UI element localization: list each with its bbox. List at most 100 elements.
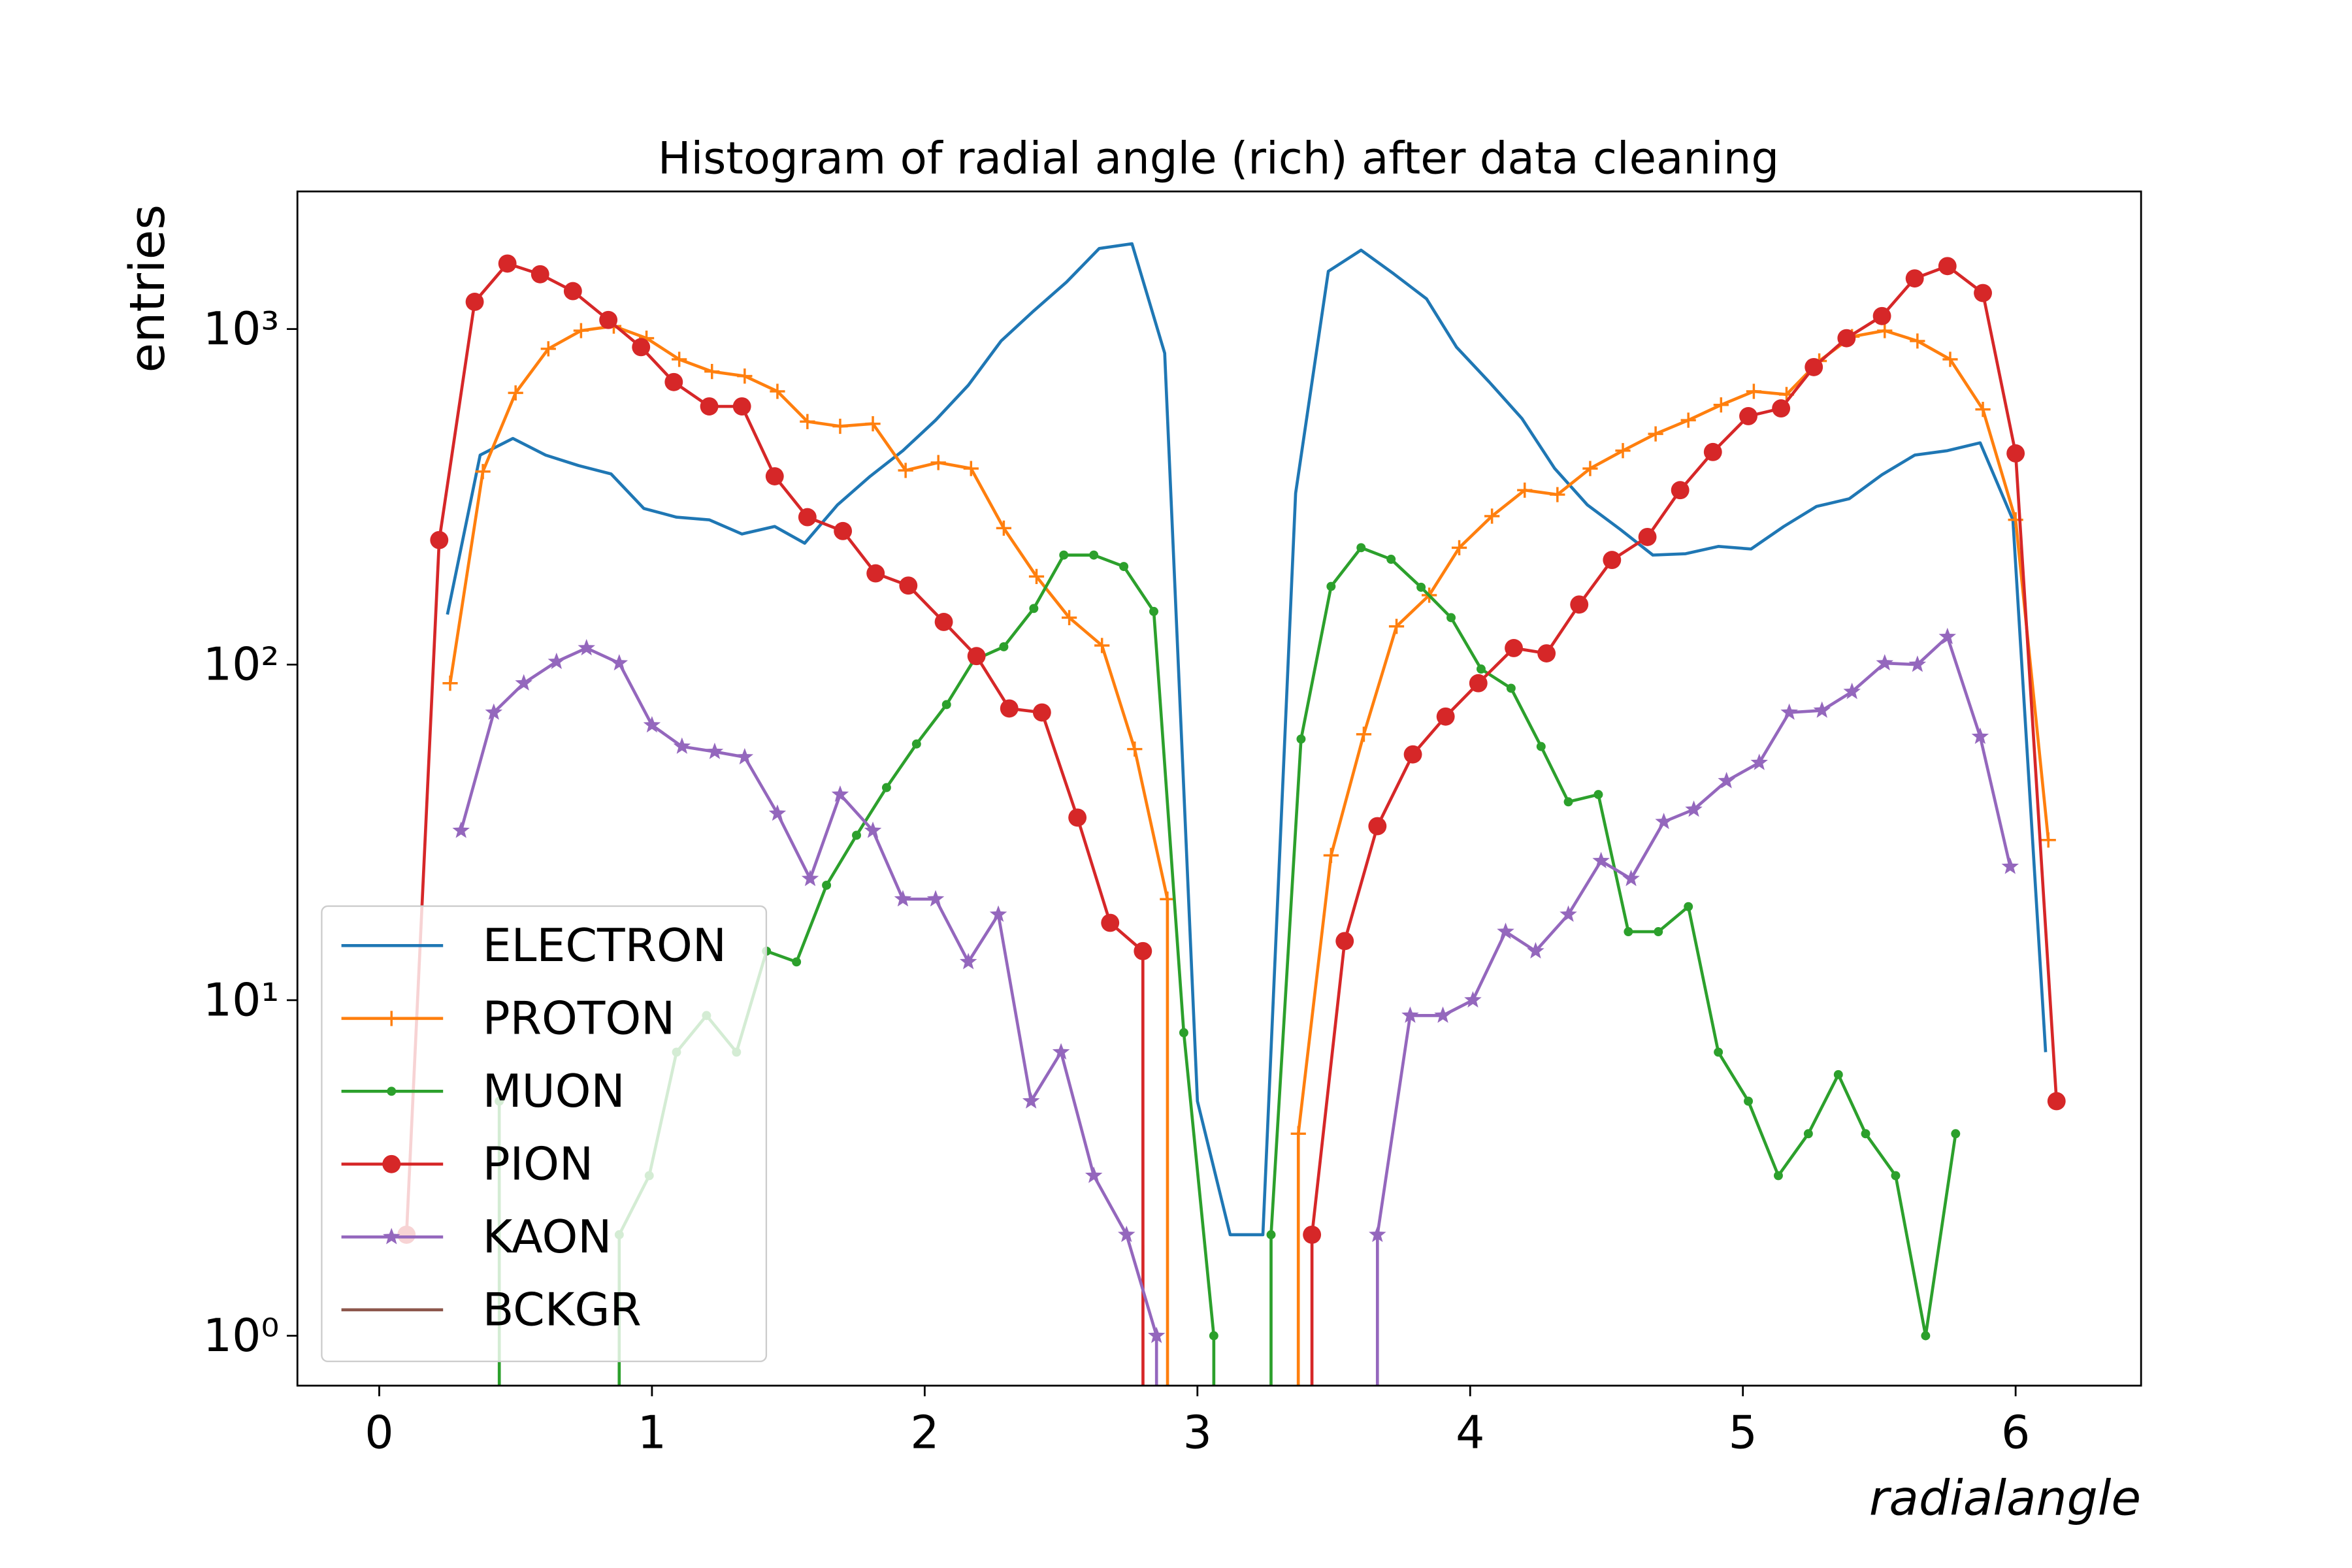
marker [2047,1092,2066,1111]
marker [941,700,951,710]
marker [704,364,720,380]
marker [540,341,556,357]
legend-label: ELECTRON [483,919,727,972]
marker [430,531,449,549]
marker [475,464,491,480]
marker [930,455,946,470]
marker [798,508,817,527]
marker [1335,932,1354,951]
marker [1134,941,1152,960]
marker [1648,426,1663,442]
series-line [446,242,2048,1237]
marker [1476,664,1486,674]
marker [899,576,918,595]
marker [1975,402,1991,417]
marker [700,397,719,416]
marker [1654,927,1663,936]
marker [1938,627,1957,644]
marker [1147,1326,1166,1343]
marker [1655,812,1673,830]
marker [664,372,683,391]
marker [2001,857,2019,874]
marker [1303,1225,1322,1244]
marker [792,957,802,967]
marker [1536,742,1546,751]
marker [1861,1129,1870,1139]
marker [800,414,815,429]
marker [1750,753,1768,770]
marker [1833,1070,1843,1079]
marker [547,652,566,670]
marker [1464,990,1482,1008]
marker [989,905,1007,923]
marker [387,1086,397,1096]
marker [1401,1006,1419,1023]
marker [934,613,953,631]
marker [1028,568,1045,585]
marker [881,783,891,792]
marker [1369,1225,1386,1243]
x-tick-label: 1 [638,1406,666,1459]
marker [1032,703,1051,722]
marker [1685,800,1703,817]
marker [822,881,832,890]
marker [732,397,751,416]
marker [1938,257,1957,276]
marker [832,418,848,434]
marker [1773,1171,1783,1181]
marker [1671,481,1690,500]
marker [1837,329,1856,348]
marker [531,265,549,284]
marker [1942,351,1958,367]
marker [1469,674,1488,693]
marker [1905,269,1924,288]
marker [911,739,921,749]
marker [1434,1006,1452,1023]
marker [737,368,753,384]
marker [1780,703,1798,720]
marker [866,564,885,583]
marker [442,676,458,691]
marker [1296,734,1306,744]
y-tick-label: 10² [203,638,280,691]
marker [801,870,819,887]
chart-title: Histogram of radial angle (rich) after d… [658,132,1779,184]
x-tick-label: 4 [1456,1406,1484,1459]
marker [384,1011,399,1026]
marker [1506,683,1516,693]
legend-label: KAON [483,1211,612,1264]
legend-label: PROTON [483,992,676,1045]
marker [610,654,629,671]
marker [1570,595,1589,614]
marker [672,351,687,367]
marker [1908,655,1927,672]
x-axis-label: radialangle [1869,1469,2141,1526]
marker [1714,1047,1723,1057]
marker [1550,487,1565,502]
marker [1497,923,1514,939]
marker [1582,461,1598,476]
marker [1684,902,1693,911]
marker [1718,772,1735,789]
marker [1326,581,1336,591]
marker [1624,927,1633,936]
marker [736,747,754,765]
marker [1089,550,1099,560]
marker [1356,543,1366,553]
marker [1872,306,1891,325]
marker [959,953,977,970]
marker [865,416,881,432]
marker [1843,682,1861,700]
marker [1563,797,1573,807]
marker [1622,870,1640,887]
marker [1891,1171,1901,1181]
marker [1436,707,1455,726]
marker [967,647,986,666]
marker [1910,333,1925,349]
marker [1179,1028,1188,1037]
marker [465,293,484,311]
marker [1974,284,1992,302]
legend: ELECTRON PROTON MUON PION KAON BCKGR [321,905,768,1362]
marker [498,254,517,273]
